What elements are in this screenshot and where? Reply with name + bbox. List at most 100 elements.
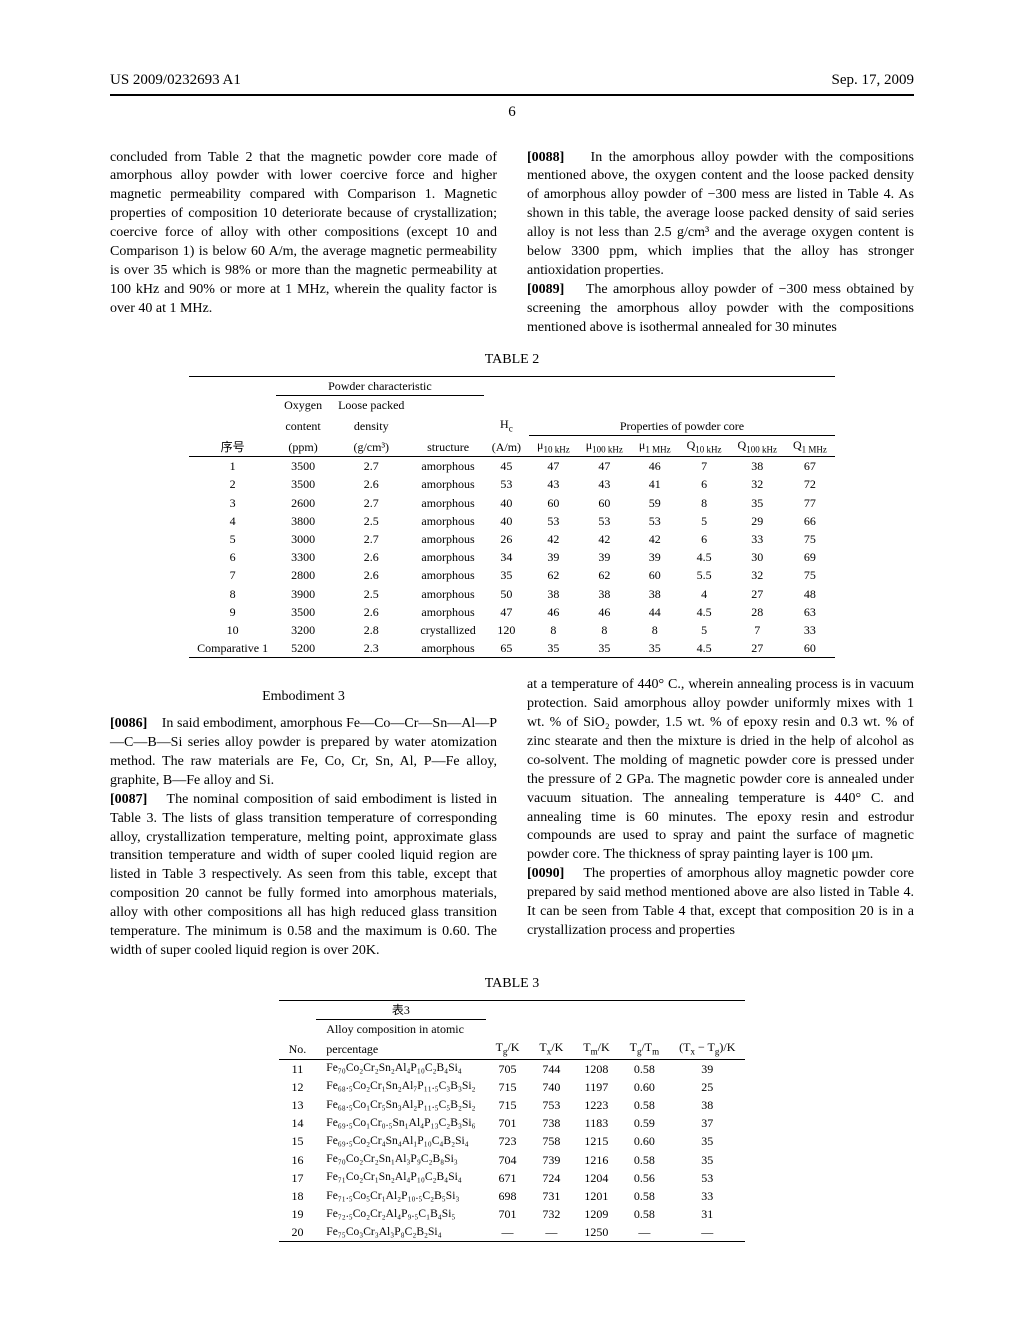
table-cell: 13: [279, 1096, 317, 1114]
table-cell: 724: [529, 1169, 573, 1187]
table-cell: 46: [529, 603, 578, 621]
para-0088: [0088] In the amorphous alloy powder wit…: [527, 149, 914, 281]
t2-q1m: Q1 MHz: [785, 435, 835, 457]
table-cell: 2.3: [330, 639, 412, 658]
table-cell: 48: [785, 585, 835, 603]
t3-comp2: percentage: [316, 1038, 485, 1059]
table-cell: 0.59: [620, 1114, 670, 1132]
table-cell: 6: [679, 475, 730, 493]
t2-q100: Q100 kHz: [730, 435, 785, 457]
table-cell: Fe₇₀Co₂Cr₂Sn₂Al₄P₁₀C₂B₄Si₄: [316, 1059, 485, 1078]
t2-hc1: Hc: [484, 415, 529, 436]
table-cell: 3: [189, 494, 276, 512]
table-cell: 7: [730, 621, 785, 639]
table-cell: 77: [785, 494, 835, 512]
table-cell: 4.5: [679, 639, 730, 658]
table-cell: 60: [631, 566, 679, 584]
para-0089: [0089] The amorphous alloy powder of −30…: [527, 281, 914, 338]
table-cell: 5.5: [679, 566, 730, 584]
table-cell: 1: [189, 457, 276, 476]
table-cell: 38: [669, 1096, 745, 1114]
table-cell: 39: [578, 548, 631, 566]
para-0090: [0090] The properties of amorphous alloy…: [527, 865, 914, 941]
table-cell: crystallized: [412, 621, 483, 639]
table-cell: 12: [279, 1078, 317, 1096]
table-cell: —: [669, 1223, 745, 1242]
table-cell: 2.6: [330, 548, 412, 566]
t3-tgk: Tg/K: [486, 1038, 530, 1059]
table-cell: 9: [189, 603, 276, 621]
table-cell: 0.58: [620, 1059, 670, 1078]
table-cell: 698: [486, 1187, 530, 1205]
table-cell: Fe₆₉.₅Co₂Cr₄Sn₄Al₁P₁₀C₄B₂Si₄: [316, 1132, 485, 1150]
t2-lpd1: Loose packed: [330, 396, 412, 415]
table-cell: amorphous: [412, 457, 483, 476]
table-cell: 60: [529, 494, 578, 512]
table-cell: 38: [529, 585, 578, 603]
table-cell: 0.60: [620, 1132, 670, 1150]
table-cell: 41: [631, 475, 679, 493]
table-cell: 43: [529, 475, 578, 493]
table-cell: 4.5: [679, 603, 730, 621]
table-cell: 10: [189, 621, 276, 639]
table-cell: 43: [578, 475, 631, 493]
table-cell: 75: [785, 566, 835, 584]
table-cell: 740: [529, 1078, 573, 1096]
table-cell: 0.58: [620, 1205, 670, 1223]
table3-caption: TABLE 3: [110, 975, 914, 994]
table-cell: 2.6: [330, 566, 412, 584]
table-cell: 45: [484, 457, 529, 476]
table-cell: 701: [486, 1114, 530, 1132]
table-cell: 3000: [276, 530, 330, 548]
table-cell: amorphous: [412, 548, 483, 566]
table-cell: Fe₆₈.₅Co₁Cr₅Sn₃Al₂P₁₁.₅C₅B₂Si₂: [316, 1096, 485, 1114]
table-cell: Fe₇₀Co₂Cr₂Sn₁Al₃P₉C₂B₈Si₃: [316, 1151, 485, 1169]
table-cell: 705: [486, 1059, 530, 1078]
table-cell: 72: [785, 475, 835, 493]
para-label-0086: [0086]: [110, 716, 147, 731]
para-mid-right1: at a temperature of 440° C., wherein ann…: [527, 676, 914, 865]
table-cell: 29: [730, 512, 785, 530]
table-cell: 671: [486, 1169, 530, 1187]
table-cell: Comparative 1: [189, 639, 276, 658]
table-cell: amorphous: [412, 475, 483, 493]
table-cell: 2.6: [330, 475, 412, 493]
table-cell: 2.8: [330, 621, 412, 639]
table-cell: 31: [669, 1205, 745, 1223]
table-cell: 2.7: [330, 530, 412, 548]
table-cell: 42: [578, 530, 631, 548]
table-cell: 3500: [276, 475, 330, 493]
table-cell: 53: [484, 475, 529, 493]
table-cell: amorphous: [412, 585, 483, 603]
table-cell: 53: [631, 512, 679, 530]
embodiment3-title: Embodiment 3: [110, 688, 497, 707]
table-cell: 14: [279, 1114, 317, 1132]
para-0087-text: The nominal composition of said embodime…: [110, 792, 497, 958]
page-number: 6: [110, 102, 914, 122]
table-cell: Fe₇₂.₅Co₂Cr₂Al₄P₉.₅C₁B₄Si₅: [316, 1205, 485, 1223]
table-cell: 0.56: [620, 1169, 670, 1187]
table-cell: —: [529, 1223, 573, 1242]
table-cell: 6: [189, 548, 276, 566]
table-cell: 53: [669, 1169, 745, 1187]
table-cell: 30: [730, 548, 785, 566]
table-cell: 6: [679, 530, 730, 548]
table-cell: 33: [730, 530, 785, 548]
table-cell: 8: [529, 621, 578, 639]
table-cell: 65: [484, 639, 529, 658]
table-cell: 5: [679, 621, 730, 639]
t3-comp1: Alloy composition in atomic: [316, 1019, 485, 1038]
table-cell: 1215: [573, 1132, 619, 1150]
t3-tmk: Tm/K: [573, 1038, 619, 1059]
table-cell: 38: [578, 585, 631, 603]
table-cell: amorphous: [412, 494, 483, 512]
table-cell: 1216: [573, 1151, 619, 1169]
table2: Powder characteristic Oxygen Loose packe…: [189, 376, 835, 658]
table-cell: 40: [484, 512, 529, 530]
table-cell: 42: [529, 530, 578, 548]
table-cell: 35: [484, 566, 529, 584]
table-cell: 53: [529, 512, 578, 530]
table-cell: 0.58: [620, 1151, 670, 1169]
table-cell: 60: [578, 494, 631, 512]
table-cell: 32: [730, 475, 785, 493]
